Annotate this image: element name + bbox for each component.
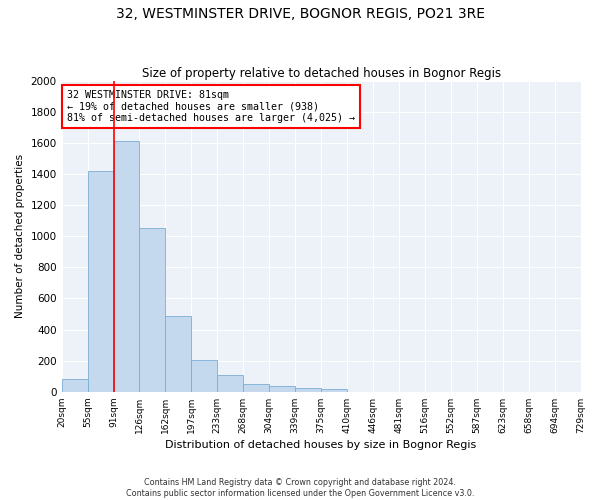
Bar bbox=[295, 388, 321, 392]
Bar bbox=[269, 386, 295, 392]
Bar bbox=[62, 380, 88, 392]
Bar bbox=[243, 384, 269, 392]
Bar bbox=[166, 316, 191, 392]
Bar bbox=[88, 171, 113, 392]
Text: Contains HM Land Registry data © Crown copyright and database right 2024.
Contai: Contains HM Land Registry data © Crown c… bbox=[126, 478, 474, 498]
Bar bbox=[139, 228, 166, 392]
Bar bbox=[217, 376, 243, 392]
Bar bbox=[321, 388, 347, 392]
Bar bbox=[113, 142, 139, 392]
X-axis label: Distribution of detached houses by size in Bognor Regis: Distribution of detached houses by size … bbox=[166, 440, 477, 450]
Title: Size of property relative to detached houses in Bognor Regis: Size of property relative to detached ho… bbox=[142, 66, 500, 80]
Bar bbox=[191, 360, 217, 392]
Text: 32 WESTMINSTER DRIVE: 81sqm
← 19% of detached houses are smaller (938)
81% of se: 32 WESTMINSTER DRIVE: 81sqm ← 19% of det… bbox=[67, 90, 355, 123]
Text: 32, WESTMINSTER DRIVE, BOGNOR REGIS, PO21 3RE: 32, WESTMINSTER DRIVE, BOGNOR REGIS, PO2… bbox=[115, 8, 485, 22]
Y-axis label: Number of detached properties: Number of detached properties bbox=[15, 154, 25, 318]
